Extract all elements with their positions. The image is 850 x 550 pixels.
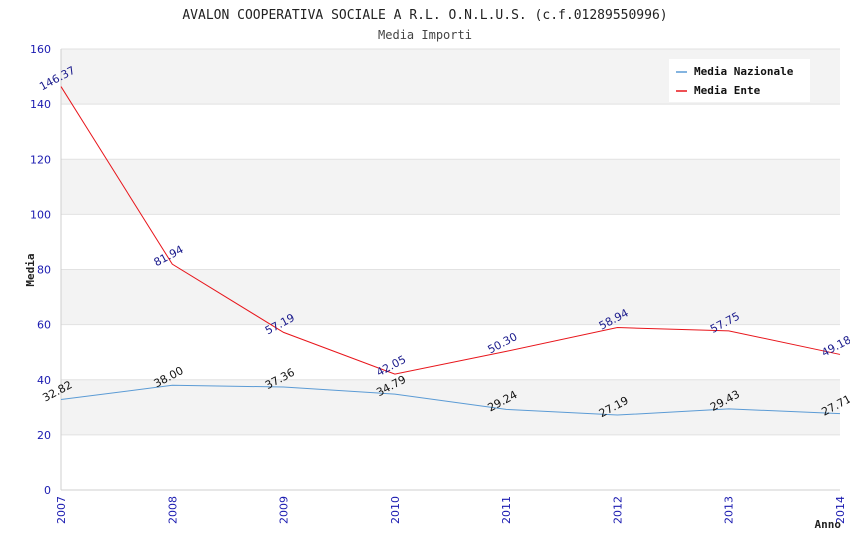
series-lines [60, 86, 841, 416]
x-tick-label: 2012 [611, 496, 624, 524]
x-tick-label: 2007 [55, 496, 68, 524]
x-tick-label: 2010 [389, 496, 402, 524]
y-tick-label: 80 [37, 264, 51, 277]
plot-band [61, 159, 840, 215]
x-tick-label: 2008 [166, 496, 179, 524]
x-tick-label: 2009 [278, 496, 291, 524]
legend-label-media-ente: Media Ente [694, 84, 761, 97]
y-axis-label: Media [24, 253, 37, 286]
y-tick-label: 40 [37, 374, 51, 387]
y-tick-label: 20 [37, 429, 51, 442]
x-tick-label: 2013 [723, 496, 736, 524]
series-line-media-ente [60, 86, 841, 375]
x-tick-label: 2011 [500, 496, 513, 524]
chart-title: AVALON COOPERATIVA SOCIALE A R.L. O.N.L.… [182, 8, 667, 23]
x-axis-ticks: 2007 2008 2009 2010 2011 2012 2013 2014 [55, 496, 847, 524]
legend-label-media-nazionale: Media Nazionale [694, 65, 794, 78]
series-line-media-nazionale [60, 384, 841, 416]
y-tick-label: 100 [30, 208, 51, 221]
plot-band [61, 104, 840, 160]
y-tick-label: 160 [30, 43, 51, 56]
x-tick-label: 2014 [834, 496, 847, 524]
y-tick-label: 0 [44, 484, 51, 497]
plot-band [61, 324, 840, 380]
plot-band [61, 214, 840, 270]
plot-band [61, 379, 840, 435]
legend-box [669, 59, 810, 102]
x-axis-label: Anno [815, 518, 842, 531]
plot-band [61, 269, 840, 325]
y-tick-label: 60 [37, 319, 51, 332]
chart-subtitle: Media Importi [378, 28, 472, 42]
legend: Media Nazionale Media Ente [669, 59, 810, 102]
y-tick-label: 140 [30, 98, 51, 111]
y-tick-label: 120 [30, 153, 51, 166]
y-axis-ticks: 0 20 40 60 80 100 120 140 160 [30, 43, 51, 497]
plot-band [61, 434, 840, 490]
plot-background-bands [61, 49, 840, 490]
